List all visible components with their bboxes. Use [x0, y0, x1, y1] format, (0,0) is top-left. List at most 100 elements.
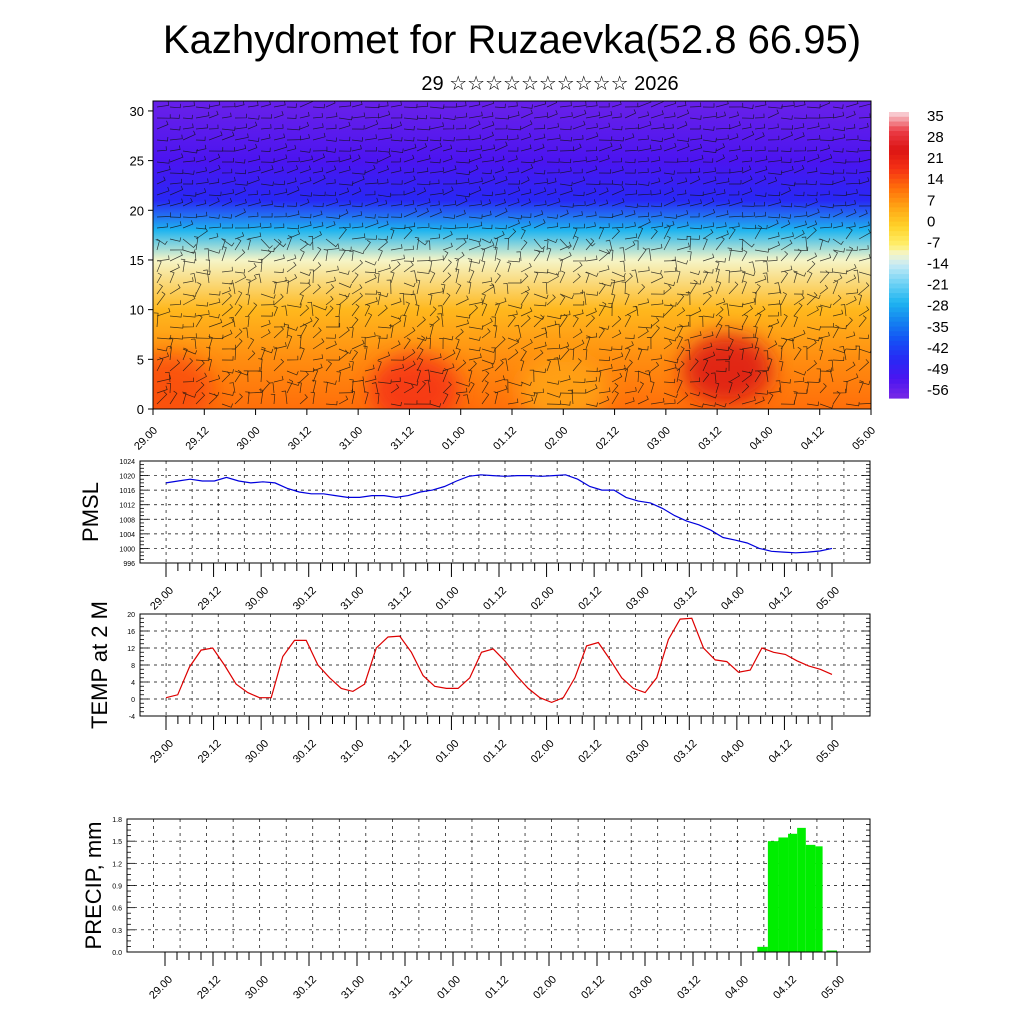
- wind-barb: [390, 121, 402, 130]
- wind-barb: [468, 145, 482, 152]
- wind-barb: [260, 329, 271, 339]
- wind-barb: [455, 347, 461, 361]
- wind-barb: [637, 218, 651, 229]
- y-tick-label: 0.3: [112, 928, 122, 935]
- x-tick-label: 05.00: [850, 425, 878, 453]
- x-tick-label: 01.12: [483, 974, 511, 1002]
- wind-barb: [468, 111, 483, 119]
- wind-barb: [619, 260, 626, 273]
- wind-barb: [154, 312, 159, 328]
- wind-barb: [555, 323, 561, 339]
- wind-barb: [273, 212, 287, 218]
- wind-barb: [585, 165, 598, 174]
- wind-barb: [806, 153, 820, 163]
- wind-barb: [377, 360, 382, 372]
- wind-barb: [780, 181, 796, 187]
- wind-barb: [247, 143, 258, 152]
- wind-barb: [611, 112, 622, 119]
- wind-barb: [182, 170, 195, 175]
- wind-barb: [338, 395, 349, 405]
- wind-barb: [364, 113, 379, 119]
- wind-barb: [169, 134, 183, 141]
- wind-barb: [598, 282, 606, 295]
- wind-barb: [793, 146, 806, 152]
- wind-barb: [663, 340, 673, 350]
- wind-barb: [481, 238, 493, 244]
- wind-barb: [260, 101, 271, 108]
- wind-barb: [689, 307, 702, 317]
- wind-barb: [793, 229, 805, 240]
- wind-barb: [767, 135, 780, 141]
- wind-barb: [671, 259, 678, 273]
- wind-barb: [546, 168, 560, 174]
- wind-barb: [190, 272, 197, 284]
- wind-barb: [455, 283, 462, 295]
- wind-barb: [845, 200, 856, 207]
- wind-barb: [624, 146, 638, 152]
- wind-barb: [559, 294, 566, 306]
- wind-barb: [221, 391, 235, 396]
- wind-barb: [819, 284, 829, 295]
- wind-barb: [559, 313, 568, 328]
- wind-barb: [637, 168, 649, 174]
- wind-barb: [840, 304, 847, 317]
- wind-barb: [390, 384, 400, 394]
- wind-barb: [351, 376, 364, 383]
- wind-barb: [767, 318, 780, 328]
- wind-barb: [416, 256, 431, 262]
- wind-barb: [728, 190, 740, 196]
- wind-barb: [520, 120, 533, 130]
- wind-barb: [390, 113, 403, 119]
- wind-barb: [611, 271, 626, 278]
- wind-barb: [208, 197, 220, 207]
- wind-barb: [741, 396, 756, 405]
- wind-barb: [273, 325, 284, 339]
- wind-barb: [312, 132, 326, 141]
- wind-barb: [611, 125, 623, 131]
- wind-barb: [429, 179, 440, 185]
- temp2m-y-title: TEMP at 2 M: [87, 601, 112, 729]
- wind-barb: [377, 110, 391, 119]
- wind-barb: [663, 392, 678, 398]
- wind-barb: [325, 334, 336, 339]
- wind-barb: [229, 382, 236, 394]
- x-tick-label: 04.12: [771, 974, 799, 1002]
- wind-barb: [455, 147, 468, 153]
- wind-barb: [767, 156, 782, 163]
- wind-barb: [208, 298, 221, 306]
- wind-barb: [858, 209, 868, 218]
- wind-barb: [323, 381, 328, 394]
- wind-barb: [208, 291, 221, 296]
- wind-barb: [702, 137, 717, 143]
- wind-barb: [767, 288, 781, 295]
- wind-barb: [286, 235, 293, 251]
- wind-barb: [702, 228, 714, 240]
- wind-barb: [533, 314, 544, 328]
- wind-barb: [676, 335, 683, 350]
- wind-barb: [520, 144, 532, 152]
- wind-barb: [403, 383, 414, 394]
- wind-barb: [650, 110, 664, 119]
- wind-barb: [533, 124, 546, 130]
- wind-barb: [299, 249, 305, 262]
- wind-barb: [715, 367, 727, 373]
- wind-barb: [819, 170, 835, 175]
- wind-barb: [390, 137, 403, 142]
- wind-barb: [741, 146, 753, 152]
- wind-barb: [741, 212, 755, 218]
- wind-barb: [650, 137, 664, 143]
- wind-barb: [624, 180, 638, 186]
- wind-barb: [312, 221, 324, 229]
- wind-barb: [832, 221, 844, 229]
- wind-barb: [520, 220, 531, 229]
- wind-barb: [559, 346, 570, 361]
- wind-barb: [819, 213, 830, 219]
- wind-barb: [364, 219, 379, 229]
- wind-barb: [702, 402, 716, 407]
- wind-barb: [728, 145, 741, 152]
- wind-barb: [442, 186, 454, 196]
- y-tick-label: 1020: [119, 474, 135, 481]
- wind-barb: [325, 360, 332, 372]
- wind-barb: [572, 309, 584, 317]
- wind-barb: [779, 360, 784, 372]
